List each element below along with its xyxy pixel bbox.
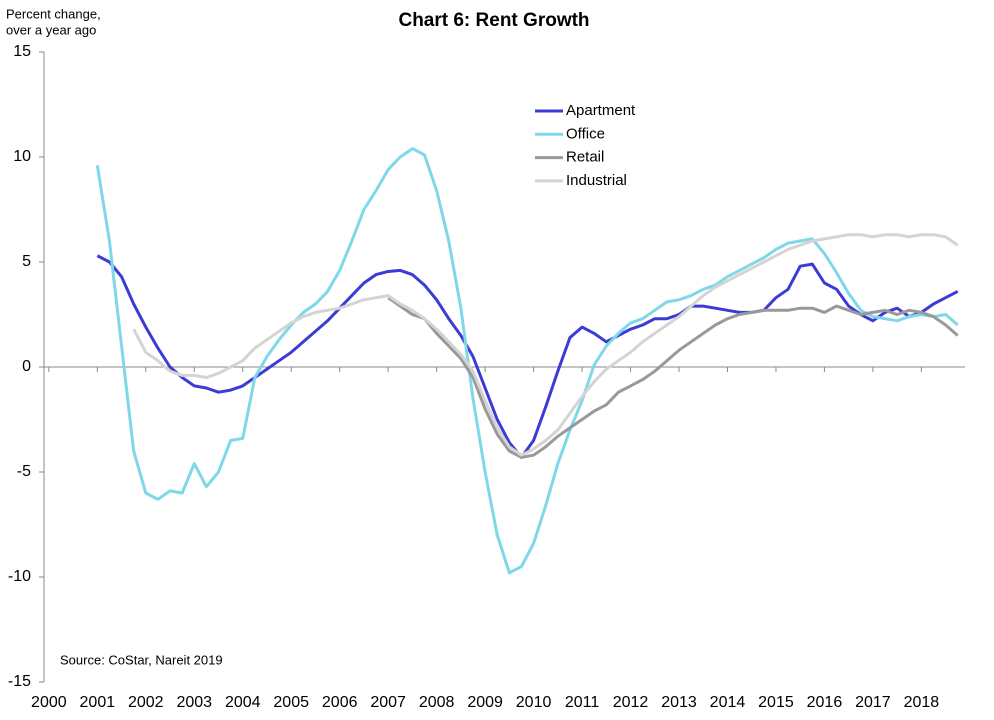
y-tick-label: 0 — [22, 358, 31, 375]
x-tick-label: 2002 — [128, 694, 164, 711]
series-line — [96, 254, 959, 459]
x-tick-label: 2004 — [225, 694, 261, 711]
legend-label: Apartment — [566, 102, 636, 119]
y-axis-label: over a year ago — [6, 22, 96, 37]
x-tick-label: 2015 — [758, 694, 794, 711]
y-tick-label: 5 — [22, 253, 31, 270]
x-tick-label: 2017 — [855, 694, 891, 711]
x-tick-label: 2009 — [467, 694, 503, 711]
series-line — [132, 233, 959, 457]
x-tick-label: 2010 — [516, 694, 552, 711]
x-tick-label: 2016 — [807, 694, 843, 711]
x-tick-label: 2013 — [661, 694, 697, 711]
y-tick-label: -15 — [8, 673, 31, 690]
x-tick-label: 2011 — [565, 694, 600, 711]
x-tick-label: 2000 — [31, 694, 67, 711]
series-line — [387, 296, 959, 459]
chart-title: Chart 6: Rent Growth — [398, 10, 589, 31]
y-tick-label: -10 — [8, 568, 31, 585]
x-tick-label: 2018 — [904, 694, 940, 711]
legend-label: Industrial — [566, 172, 627, 189]
x-tick-label: 2008 — [419, 694, 455, 711]
legend-label: Office — [566, 125, 605, 142]
legend-label: Retail — [566, 149, 604, 166]
x-tick-label: 2006 — [322, 694, 358, 711]
y-tick-label: 10 — [13, 148, 31, 165]
y-tick-label: -5 — [17, 463, 31, 480]
y-tick-label: 15 — [13, 43, 31, 60]
x-tick-label: 2012 — [613, 694, 649, 711]
series-line — [95, 147, 959, 575]
y-axis-label: Percent change, — [6, 6, 101, 21]
x-tick-label: 2014 — [710, 694, 746, 711]
x-tick-label: 2005 — [273, 694, 309, 711]
x-tick-label: 2003 — [176, 694, 212, 711]
x-tick-label: 2007 — [370, 694, 406, 711]
source-note: Source: CoStar, Nareit 2019 — [60, 652, 223, 667]
x-tick-label: 2001 — [80, 694, 116, 711]
